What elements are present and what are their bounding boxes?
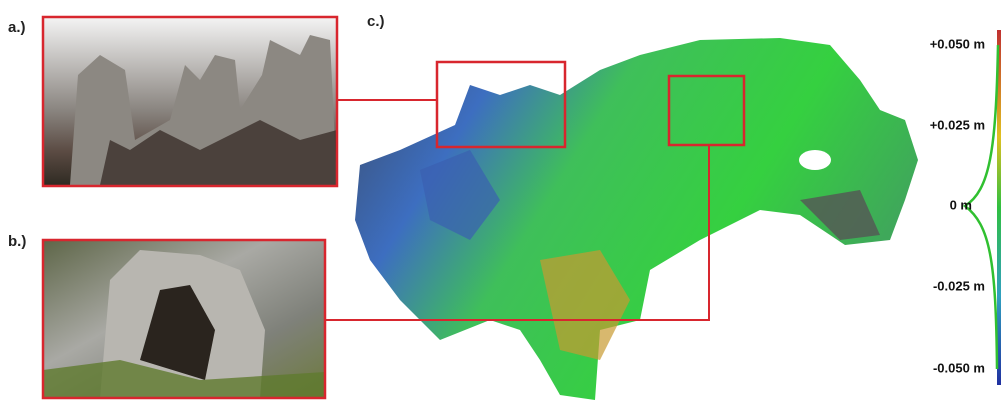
connectors: [325, 99, 710, 321]
panel-label: b.): [8, 233, 26, 250]
scale-label: +0.025 m: [930, 117, 985, 132]
scale-label: 0 m: [950, 197, 972, 212]
scale-label: +0.050 m: [930, 36, 985, 51]
panel-a: a.): [8, 15, 339, 188]
panel-label: c.): [367, 13, 385, 30]
panel-label: a.): [8, 19, 26, 36]
scale-bar: +0.050 m +0.025 m 0 m -0.025 m -0.050 m: [930, 30, 1001, 385]
scale-label: -0.050 m: [933, 360, 985, 375]
scale-label: -0.025 m: [933, 278, 985, 293]
panel-b: b.): [8, 233, 327, 400]
panel-c: c.): [355, 13, 918, 400]
